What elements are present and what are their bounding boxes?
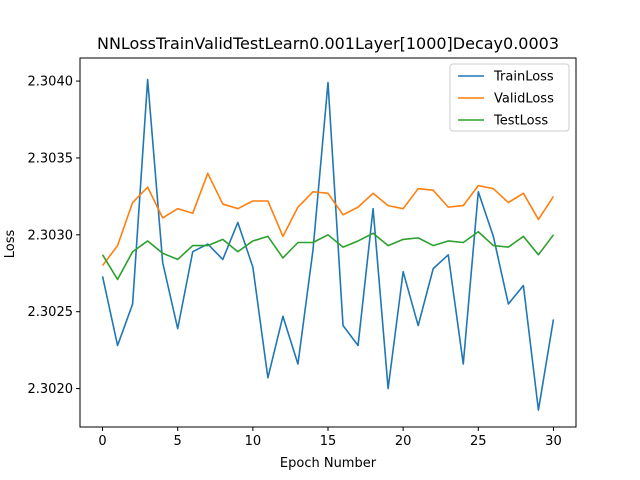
x-tick-label: 10 [245,434,262,449]
y-tick-label: 2.3030 [28,228,74,243]
x-tick-label: 25 [470,434,487,449]
legend-box [449,63,570,132]
x-tick-label: 30 [545,434,562,449]
legend-label-trainloss: TrainLoss [493,70,554,85]
x-tick-label: 5 [174,434,182,449]
legend: TrainLoss ValidLoss TestLoss [449,63,570,132]
x-tick-label: 0 [98,434,106,449]
y-tick-label: 2.3020 [28,382,74,397]
x-tick-label: 20 [395,434,412,449]
y-tick-label: 2.3040 [28,75,74,90]
plot-lines [101,78,555,411]
plot-frame [79,57,577,428]
y-tick-label: 2.3035 [28,151,74,166]
series-line-testloss [101,230,555,281]
series-line-trainloss [101,78,555,411]
legend-label-validloss: ValidLoss [494,92,554,107]
chart-title: NNLossTrainValidTestLearn0.001Layer[1000… [97,34,559,53]
x-axis-label: Epoch Number [280,456,377,471]
x-tick-label: 15 [320,434,337,449]
y-tick-label: 2.3025 [28,305,74,320]
legend-label-testloss: TestLoss [493,114,548,129]
y-axis-label: Loss [3,230,18,259]
series-line-validloss [101,172,555,267]
y-ticks: 2.3020 2.3025 2.3030 2.3035 2.3040 [28,75,80,397]
x-ticks: 0 5 10 15 20 25 30 [98,427,562,449]
